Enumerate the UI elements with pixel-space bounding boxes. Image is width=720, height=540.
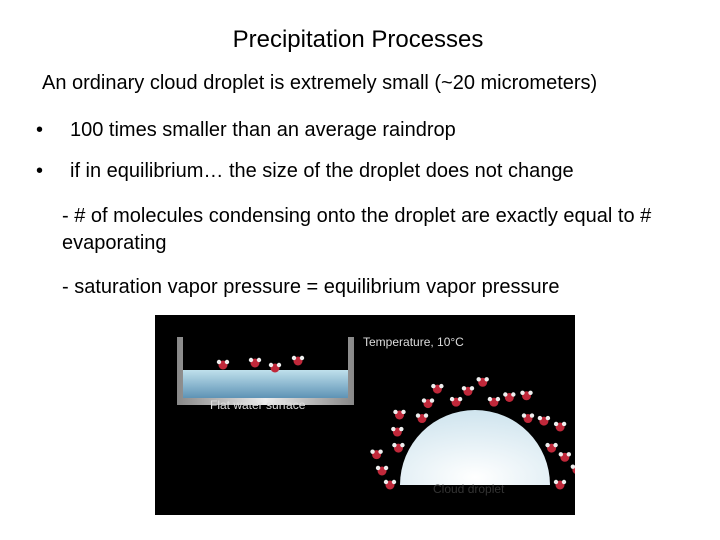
molecule xyxy=(370,449,383,460)
slide-title: Precipitation Processes xyxy=(232,26,484,53)
droplet-label: Cloud droplet xyxy=(433,482,505,496)
figure: Temperature, 10°C Flat water surface Clo… xyxy=(155,315,575,515)
molecule xyxy=(375,465,389,476)
molecule xyxy=(421,398,435,409)
molecule xyxy=(248,357,262,368)
molecule xyxy=(431,383,444,394)
bullet-text: if in equilibrium… the size of the dropl… xyxy=(70,160,574,182)
sub-point: - saturation vapor pressure = equilibriu… xyxy=(62,276,560,298)
molecule xyxy=(503,392,516,402)
temperature-label: Temperature, 10°C xyxy=(363,335,464,349)
intro-text: An ordinary cloud droplet is extremely s… xyxy=(42,72,598,94)
molecule xyxy=(520,390,533,401)
molecule xyxy=(415,413,429,424)
sub-point: - # of molecules condensing onto the dro… xyxy=(62,205,652,254)
molecule xyxy=(545,442,558,453)
molecule xyxy=(393,409,406,420)
bullet-text: 100 times smaller than an average raindr… xyxy=(70,119,456,141)
molecule xyxy=(268,362,282,373)
molecule xyxy=(216,359,230,370)
molecule xyxy=(291,355,305,366)
droplet xyxy=(400,410,550,485)
molecule xyxy=(461,386,475,396)
flat-water xyxy=(183,370,348,398)
molecule xyxy=(391,426,404,437)
molecule xyxy=(521,413,535,424)
molecule xyxy=(537,415,551,426)
molecule xyxy=(553,421,567,432)
molecule xyxy=(487,396,501,407)
molecule xyxy=(476,377,489,387)
bullet-item: • 100 times smaller than an average raind… xyxy=(36,119,456,141)
molecule xyxy=(553,479,567,490)
molecule xyxy=(392,442,405,453)
container xyxy=(177,337,354,405)
molecule xyxy=(558,452,572,462)
molecule xyxy=(570,464,575,474)
bullet-item: • if in equilibrium… the size of the drop… xyxy=(36,160,574,182)
molecule xyxy=(383,479,397,490)
flat-label: Flat water surface xyxy=(210,398,306,412)
molecule xyxy=(449,396,463,407)
molecules xyxy=(216,355,575,490)
